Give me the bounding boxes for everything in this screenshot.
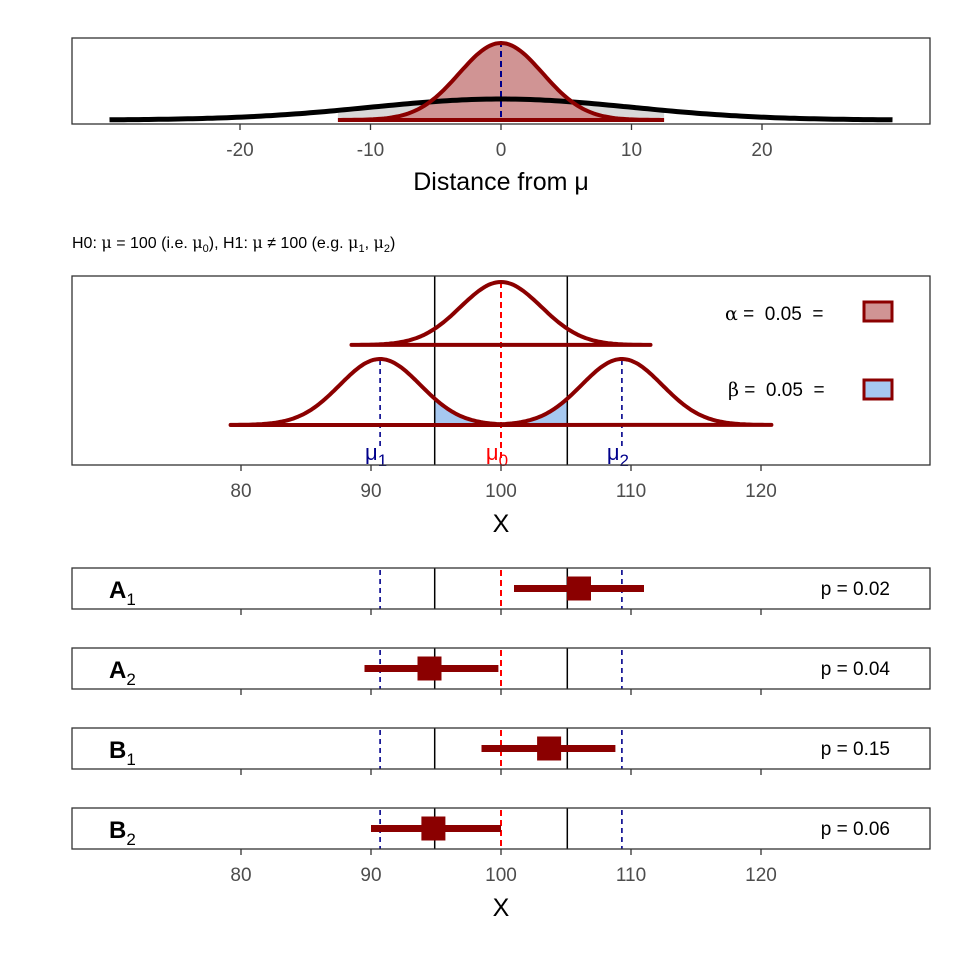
legend-beta-symbol: β — [728, 379, 739, 401]
ci-x-axis-title: X — [493, 894, 510, 922]
point-estimate — [537, 736, 562, 761]
subtitle-mu: μ — [101, 233, 111, 252]
hypothesis-subtitle: H0: μ = 100 (i.e. μ0), H1: μ ≠ 100 (e.g.… — [72, 233, 395, 255]
subtitle-sub1: 1 — [358, 243, 364, 255]
ci-row-label-letter: B — [109, 817, 126, 844]
legend-beta-label: β = 0.05 = — [728, 379, 830, 401]
ci-row: B1 p = 0.15 — [71, 727, 931, 775]
ci-row-label-subscript: 2 — [126, 830, 135, 849]
mu-label-symbol: μ — [607, 440, 620, 465]
subtitle-comma: , — [365, 235, 374, 252]
top-x-tick-label: 0 — [496, 140, 507, 161]
ci-row: A2 p = 0.04 — [71, 647, 931, 695]
reference-lines — [379, 276, 623, 465]
top-x-axis-title: Distance from μ — [413, 168, 589, 196]
beta-area-mu1 — [434, 398, 501, 425]
legend-beta-text: = 0.05 = — [739, 380, 830, 401]
top-x-tick-label: 20 — [751, 140, 772, 161]
hypothesis-x-tick-label: 110 — [616, 481, 646, 502]
ci-row-label: B1 — [109, 737, 136, 769]
mu-label-subscript: 1 — [378, 451, 387, 470]
ci-row-label-subscript: 2 — [126, 670, 135, 689]
subtitle-neq: ≠ 100 (e.g. — [263, 235, 348, 252]
hypothesis-x-tick-label: 100 — [485, 481, 517, 502]
mu-label-symbol: μ — [365, 440, 378, 465]
mu-label-subscript: 0 — [499, 451, 508, 470]
ci-x-tick-label: 90 — [360, 865, 381, 886]
top-x-axis: -20 -10 0 10 20 — [226, 124, 773, 161]
subtitle-eq: = 100 (i.e. — [112, 235, 193, 252]
ci-row-label-subscript: 1 — [126, 750, 135, 769]
p-value: p = 0.15 — [821, 739, 890, 760]
ci-row-label: B2 — [109, 817, 136, 849]
mu-label-symbol: μ — [486, 440, 499, 465]
ci-x-tick-label: 80 — [230, 865, 251, 886]
ci-row-label-subscript: 1 — [126, 590, 135, 609]
p-value: p = 0.02 — [821, 579, 890, 600]
wide-distribution-curve — [109, 96, 893, 123]
h0-distribution-curve — [349, 280, 653, 347]
subtitle-mu2: μ — [373, 233, 383, 252]
p-value: p = 0.04 — [821, 659, 891, 680]
top-panel: -20 -10 0 10 20 Distance from μ — [71, 37, 931, 196]
subtitle-mid: ), H1: — [209, 235, 253, 252]
top-x-tick-label: -10 — [357, 140, 384, 161]
beta-area-mu2 — [501, 398, 568, 425]
legend: α = 0.05 = β = 0.05 = — [725, 300, 894, 401]
subtitle-mu-h1: μ — [252, 233, 262, 252]
subtitle-mu1: μ — [348, 233, 358, 252]
ci-row-label-letter: A — [109, 657, 126, 684]
subtitle-h0-prefix: H0: — [72, 235, 101, 252]
ci-row-label-letter: B — [109, 737, 126, 764]
subtitle-sub0: 0 — [203, 243, 209, 255]
point-estimate — [567, 576, 591, 601]
narrow-distribution-curve — [337, 40, 665, 122]
legend-alpha-symbol: α — [725, 303, 738, 325]
ci-row: A1 p = 0.02 — [71, 567, 931, 615]
hypothesis-x-tick-label: 120 — [745, 481, 777, 502]
ci-row-label: A1 — [109, 577, 136, 609]
hypothesis-x-tick-label: 80 — [230, 481, 251, 502]
hypothesis-x-axis-title: X — [493, 510, 510, 538]
hypothesis-x-tick-label: 90 — [360, 481, 381, 502]
hypothesis-x-axis: 80 90 100 110 120 — [230, 465, 777, 502]
ci-row-label-letter: A — [109, 577, 126, 604]
hypothesis-panel: μ1 μ0 μ2 α = 0.05 = β = 0.05 = 80 90 100 110 1… — [71, 275, 931, 538]
ci-x-axis: 80 90 100 110 120 — [230, 849, 777, 886]
legend-beta-swatch — [862, 378, 894, 401]
p-value: p = 0.06 — [821, 819, 890, 840]
legend-alpha-swatch — [862, 300, 894, 323]
ci-x-tick-label: 100 — [485, 865, 517, 886]
ci-x-tick-label: 110 — [616, 865, 646, 886]
hypothesis-curves — [228, 280, 774, 427]
subtitle-close: ) — [390, 235, 395, 252]
error-shading — [434, 398, 568, 425]
legend-alpha-label: α = 0.05 = — [725, 303, 829, 325]
legend-alpha-text: = 0.05 = — [738, 304, 829, 325]
top-x-tick-label: -20 — [226, 140, 253, 161]
point-estimate — [421, 816, 446, 841]
mu-label: μ0 — [486, 440, 508, 470]
top-x-tick-label: 10 — [621, 140, 642, 161]
subtitle-mu0: μ — [192, 233, 202, 252]
subtitle-sub2: 2 — [384, 243, 390, 255]
mu-label: μ1 — [365, 440, 387, 470]
mu-labels: μ1 μ0 μ2 — [365, 440, 629, 470]
h1-distribution-curves — [228, 357, 774, 427]
ci-x-tick-label: 120 — [745, 865, 777, 886]
mu-label-subscript: 2 — [620, 451, 629, 470]
point-estimate — [417, 656, 442, 681]
ci-row: B2 p = 0.06 — [71, 807, 931, 850]
ci-row-label: A2 — [109, 657, 136, 689]
mu-label: μ2 — [607, 440, 629, 470]
